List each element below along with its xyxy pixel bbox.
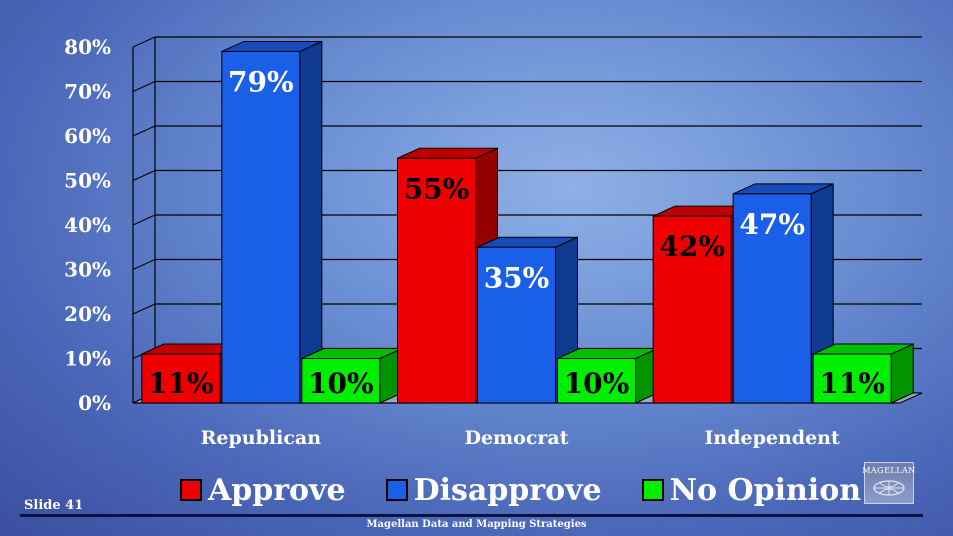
data-label: 55% bbox=[404, 172, 470, 205]
data-label: 10% bbox=[564, 367, 630, 400]
bar-disapprove bbox=[477, 246, 556, 404]
legend-swatch-approve bbox=[180, 479, 202, 501]
gridline-depth bbox=[132, 259, 156, 270]
magellan-logo: MAGELLAN bbox=[862, 462, 916, 504]
gridline-depth bbox=[132, 36, 156, 48]
bar-no-opinion bbox=[301, 358, 381, 404]
slide-number: Slide 41 bbox=[24, 498, 84, 513]
logo-text: MAGELLAN bbox=[862, 466, 916, 475]
y-tick-label: 20% bbox=[64, 302, 111, 326]
y-tick-label: 60% bbox=[64, 124, 111, 148]
gridline-depth bbox=[132, 125, 156, 137]
legend-label-no-opinion: No Opinion bbox=[669, 472, 862, 508]
bar-side-disapprove bbox=[299, 40, 323, 404]
y-tick-label: 70% bbox=[64, 80, 111, 104]
data-label: 42% bbox=[659, 230, 725, 263]
legend: Approve Disapprove No Opinion bbox=[180, 470, 861, 510]
legend-item-approve: Approve bbox=[180, 473, 346, 508]
y-tick-label: 10% bbox=[64, 347, 111, 371]
legend-label-approve: Approve bbox=[208, 472, 346, 508]
y-tick-label: 30% bbox=[64, 258, 111, 282]
bar-approve bbox=[652, 215, 732, 404]
data-label: 47% bbox=[739, 208, 805, 241]
gridline-depth bbox=[132, 81, 156, 92]
bar-disapprove bbox=[221, 50, 301, 404]
legend-swatch-no-opinion bbox=[641, 479, 664, 501]
gridline-depth bbox=[132, 214, 156, 226]
bar-approve bbox=[397, 157, 476, 404]
y-tick-label: 50% bbox=[64, 169, 111, 193]
legend-label-disapprove: Disapprove bbox=[413, 472, 602, 508]
x-category-label: Democrat bbox=[464, 427, 568, 449]
data-label: 11% bbox=[148, 367, 214, 400]
legend-swatch-disapprove bbox=[385, 479, 408, 501]
gridline-depth bbox=[132, 170, 156, 181]
legend-item-disapprove: Disapprove bbox=[385, 472, 602, 508]
data-label: 35% bbox=[484, 261, 550, 294]
y-tick-label: 40% bbox=[64, 213, 111, 237]
globe-icon bbox=[873, 480, 905, 496]
data-label: 10% bbox=[308, 367, 374, 400]
y-tick-label: 80% bbox=[64, 35, 111, 59]
bar-no-opinion bbox=[557, 358, 636, 404]
bar-disapprove bbox=[732, 193, 812, 404]
bar-approve bbox=[141, 353, 221, 404]
data-label: 79% bbox=[228, 65, 294, 98]
y-tick-label: 0% bbox=[78, 391, 111, 415]
footer-divider bbox=[20, 514, 923, 517]
footer-text: Magellan Data and Mapping Strategies bbox=[366, 519, 587, 530]
gridline-depth bbox=[132, 303, 156, 315]
legend-item-no-opinion: No Opinion bbox=[641, 472, 862, 508]
bar-no-opinion bbox=[812, 353, 892, 404]
bar-chart: 0% 10% 20% 30% 40% 50% 60% 70% 80% 11% 79% 10% Repub… bbox=[64, 35, 923, 449]
x-category-label: Republican bbox=[201, 427, 322, 449]
data-label: 11% bbox=[819, 367, 885, 400]
x-category-label: Independent bbox=[705, 427, 840, 449]
